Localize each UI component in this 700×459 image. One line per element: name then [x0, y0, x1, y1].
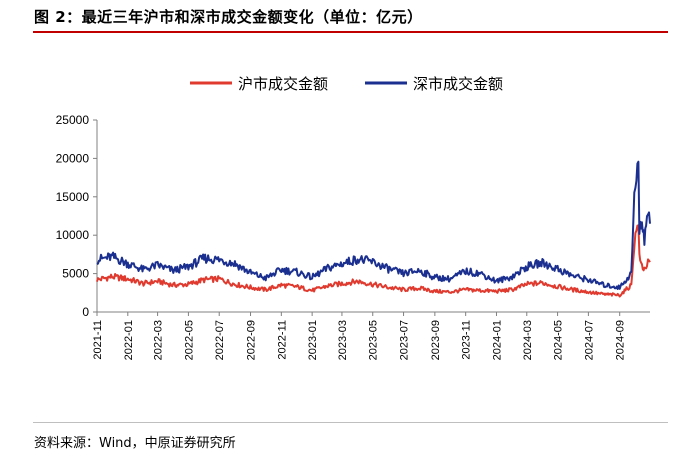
- x-tick-label: 2022-05: [183, 320, 195, 360]
- title-rule: [33, 31, 668, 33]
- x-tick-label: 2022-01: [123, 320, 135, 360]
- x-tick-label: 2023-01: [307, 320, 319, 360]
- title-bar: 图 2：最近三年沪市和深市成交金额变化（单位：亿元）: [0, 0, 700, 36]
- x-tick-label: 2024-01: [491, 320, 503, 360]
- x-tick-label: 2023-11: [461, 320, 473, 360]
- y-tick-label: 5000: [62, 267, 89, 281]
- x-tick-label: 2021-11: [92, 320, 104, 360]
- source-note: 资料来源：Wind，中原证券研究所: [34, 436, 236, 451]
- x-tick-label: 2023-03: [337, 320, 349, 360]
- series-line-sh: [96, 224, 651, 298]
- x-tick-label: 2024-07: [583, 320, 595, 360]
- series-line-sz: [96, 160, 651, 290]
- legend-label-sh: 沪市成交金额: [238, 75, 328, 93]
- y-tick-label: 10000: [56, 228, 90, 242]
- x-tick-label: 2022-07: [214, 320, 226, 360]
- plot-lines: [96, 160, 651, 298]
- x-tick-label: 2022-09: [246, 320, 258, 360]
- x-tick-label: 2024-03: [522, 320, 534, 360]
- y-tick-label: 0: [82, 305, 89, 319]
- legend-label-sz: 深市成交金额: [413, 75, 503, 93]
- x-tick-label: 2023-07: [399, 320, 411, 360]
- bottom-rule: [33, 422, 668, 423]
- figure-title: 图 2：最近三年沪市和深市成交金额变化（单位：亿元）: [34, 8, 423, 26]
- x-tick-label: 2024-09: [615, 320, 627, 360]
- y-tick-label: 20000: [56, 151, 90, 165]
- legend: 沪市成交金额 深市成交金额: [190, 75, 503, 93]
- x-tick-label: 2022-03: [153, 320, 165, 360]
- x-axis: 2021-11 2022-01 2022-03 2022-05 2022-07 2022-…: [92, 311, 650, 360]
- x-tick-label: 2024-05: [553, 320, 565, 360]
- y-tick-label: 15000: [56, 190, 90, 204]
- y-tick-label: 25000: [56, 113, 90, 127]
- x-tick-label: 2023-09: [430, 320, 442, 360]
- y-axis: 0 5000 10000 15000 20000 25000: [56, 113, 98, 319]
- x-tick-label: 2022-11: [276, 320, 288, 360]
- x-tick-label: 2023-05: [368, 320, 380, 360]
